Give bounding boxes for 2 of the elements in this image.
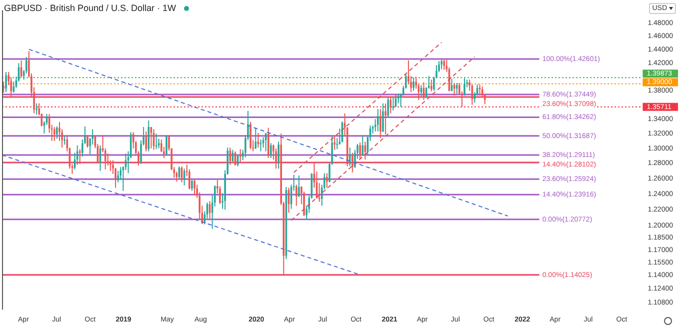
candlestick [78, 149, 81, 164]
chart-title: GBPUSD · British Pound / U.S. Dollar · 1W [4, 3, 176, 13]
